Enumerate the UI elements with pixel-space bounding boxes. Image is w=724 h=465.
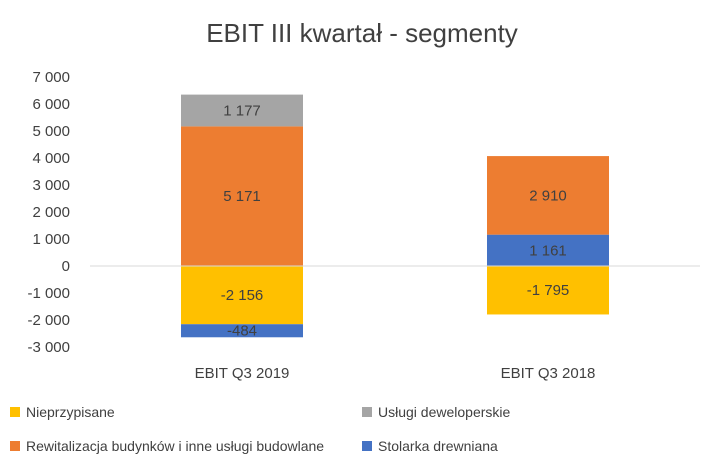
bar-segment xyxy=(487,266,609,315)
y-tick-label: 2 000 xyxy=(32,204,70,221)
bar-segment xyxy=(181,266,303,325)
legend-label: Rewitalizacja budynków i inne usługi bud… xyxy=(26,438,325,454)
legend-label: Usługi deweloperskie xyxy=(378,404,511,420)
legend-swatch xyxy=(10,441,20,451)
y-tick-label: 7 000 xyxy=(32,69,70,86)
data-label: 1 177 xyxy=(223,102,261,119)
stacked-bar-chart: 7 000 6 000 5 000 4 000 3 000 2 000 1 000 0 -1 0… xyxy=(27,69,700,382)
bar-segment xyxy=(181,126,303,267)
bar-segment xyxy=(181,324,303,338)
legend-swatch xyxy=(362,441,372,451)
y-tick-label: -2 000 xyxy=(27,312,70,329)
legend-item: Rewitalizacja budynków i inne usługi bud… xyxy=(10,438,324,454)
legend-swatch xyxy=(10,407,20,417)
y-tick-label: 1 000 xyxy=(32,231,70,248)
legend-label: Stolarka drewniana xyxy=(378,438,498,454)
category-label: EBIT Q3 2019 xyxy=(195,365,290,382)
bar-segment xyxy=(487,234,609,266)
data-label: -1 795 xyxy=(527,282,570,299)
data-label: 1 161 xyxy=(529,242,567,259)
legend: Nieprzypisane Usługi deweloperskie Rewital… xyxy=(10,404,710,464)
data-label: 2 910 xyxy=(529,187,567,204)
y-tick-label: 6 000 xyxy=(32,96,70,113)
bar-segment xyxy=(181,94,303,127)
bar-segment xyxy=(487,156,609,235)
data-label: -484 xyxy=(227,323,257,340)
y-tick-label: -3 000 xyxy=(27,339,70,356)
bars xyxy=(181,94,609,338)
data-label: 5 171 xyxy=(223,188,261,205)
legend-item: Usługi deweloperskie xyxy=(362,404,510,420)
legend-swatch xyxy=(362,407,372,417)
legend-label: Nieprzypisane xyxy=(26,404,115,420)
data-labels: -2 156 -484 5 171 1 177 -1 795 1 161 2 910 xyxy=(221,102,570,339)
y-tick-label: 0 xyxy=(62,258,70,275)
y-tick-label: 3 000 xyxy=(32,177,70,194)
chart-title: EBIT III kwartał - segmenty xyxy=(206,18,518,48)
y-axis: 7 000 6 000 5 000 4 000 3 000 2 000 1 000 0 -1 0… xyxy=(27,69,70,356)
data-label: -2 156 xyxy=(221,287,264,304)
y-tick-label: 4 000 xyxy=(32,150,70,167)
category-label: EBIT Q3 2018 xyxy=(501,365,596,382)
legend-item: Nieprzypisane xyxy=(10,404,115,420)
y-tick-label: -1 000 xyxy=(27,285,70,302)
legend-item: Stolarka drewniana xyxy=(362,438,498,454)
y-tick-label: 5 000 xyxy=(32,123,70,140)
x-axis: EBIT Q3 2019 EBIT Q3 2018 xyxy=(195,365,596,382)
